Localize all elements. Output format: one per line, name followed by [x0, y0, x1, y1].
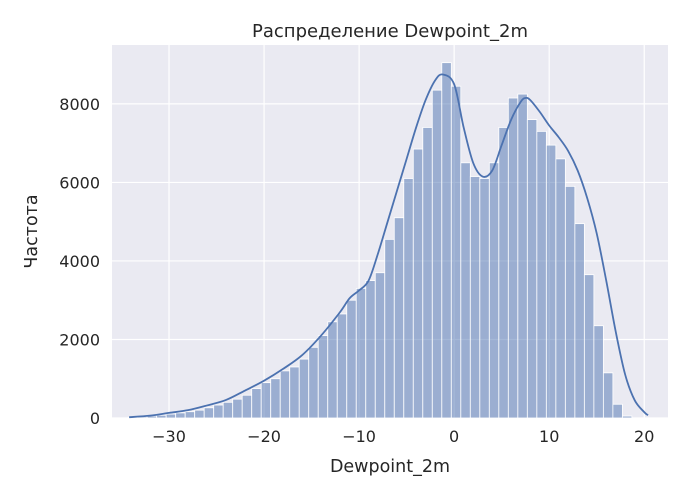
- histogram-bar: [365, 280, 376, 419]
- histogram-bar: [393, 217, 405, 419]
- y-tick-label: 0: [90, 409, 100, 428]
- histogram-bar: [298, 358, 310, 419]
- histogram-bar: [384, 238, 395, 419]
- x-tick-label: −20: [247, 427, 281, 446]
- histogram-bar: [156, 414, 167, 419]
- histogram-bar: [602, 372, 614, 419]
- histogram-bar: [260, 382, 272, 419]
- tick-labels: −30 −20 −10 0 10 20 0 2000 4000 6000 8000: [59, 95, 654, 446]
- x-tick-label: −10: [342, 427, 376, 446]
- histogram-bar: [469, 176, 481, 419]
- histogram-bar: [488, 162, 500, 419]
- histogram-bar: [213, 404, 224, 419]
- kde-curve: [129, 73, 649, 419]
- histogram-bars: [127, 62, 633, 419]
- histogram-bar: [621, 415, 633, 419]
- x-tick-label: 20: [634, 427, 654, 446]
- histogram-bar: [583, 274, 595, 419]
- histogram-bar: [308, 346, 319, 419]
- histogram-bar: [194, 409, 205, 419]
- y-tick-label: 2000: [59, 330, 100, 349]
- x-tick-label: −30: [152, 427, 186, 446]
- histogram-bar: [165, 413, 177, 419]
- y-tick-label: 6000: [59, 173, 100, 192]
- histogram-bar: [526, 119, 538, 419]
- histogram-bar: [203, 407, 215, 419]
- histogram-bar: [422, 127, 433, 419]
- histogram-bar: [184, 411, 196, 419]
- histogram-bar: [555, 158, 566, 419]
- histogram-bar: [346, 299, 357, 419]
- histogram-bar: [403, 178, 414, 419]
- y-tick-label: 8000: [59, 95, 100, 114]
- histogram-bar: [279, 370, 291, 419]
- histogram-bar: [450, 85, 462, 419]
- x-tick-label: 10: [539, 427, 559, 446]
- y-tick-label: 4000: [59, 252, 100, 271]
- histogram-bar: [498, 127, 509, 419]
- histogram-bar: [270, 378, 281, 419]
- histogram-bar: [289, 366, 300, 419]
- y-axis-label: Частота: [22, 194, 42, 268]
- x-axis-label: Dewpoint_2m: [330, 457, 450, 477]
- histogram-bar: [412, 148, 424, 419]
- histogram-bar: [545, 144, 557, 419]
- histogram-bar: [374, 272, 386, 419]
- histogram-bar: [355, 288, 367, 419]
- histogram-bar: [517, 93, 528, 419]
- histogram-bar: [612, 403, 623, 419]
- histogram-bar: [460, 162, 471, 419]
- histogram-bar: [441, 62, 452, 419]
- histogram-bar: [241, 394, 253, 419]
- histogram-bar: [327, 321, 338, 419]
- histogram-bar: [593, 325, 604, 419]
- histogram-bar: [251, 388, 262, 419]
- grid: [112, 45, 668, 419]
- histogram-bar: [564, 185, 576, 419]
- histogram-bar: [336, 313, 348, 419]
- histogram-bar: [232, 398, 243, 419]
- histogram-bar: [175, 412, 186, 419]
- histogram-bar: [574, 223, 585, 419]
- histogram-bar: [222, 401, 234, 419]
- x-tick-label: 0: [449, 427, 459, 446]
- histogram-bar: [479, 178, 490, 419]
- histogram-bar: [507, 97, 519, 419]
- histogram-bar: [536, 130, 547, 419]
- chart-title: Распределение Dewpoint_2m: [252, 21, 528, 42]
- histogram-bar: [317, 335, 329, 419]
- histogram-bar: [431, 89, 443, 419]
